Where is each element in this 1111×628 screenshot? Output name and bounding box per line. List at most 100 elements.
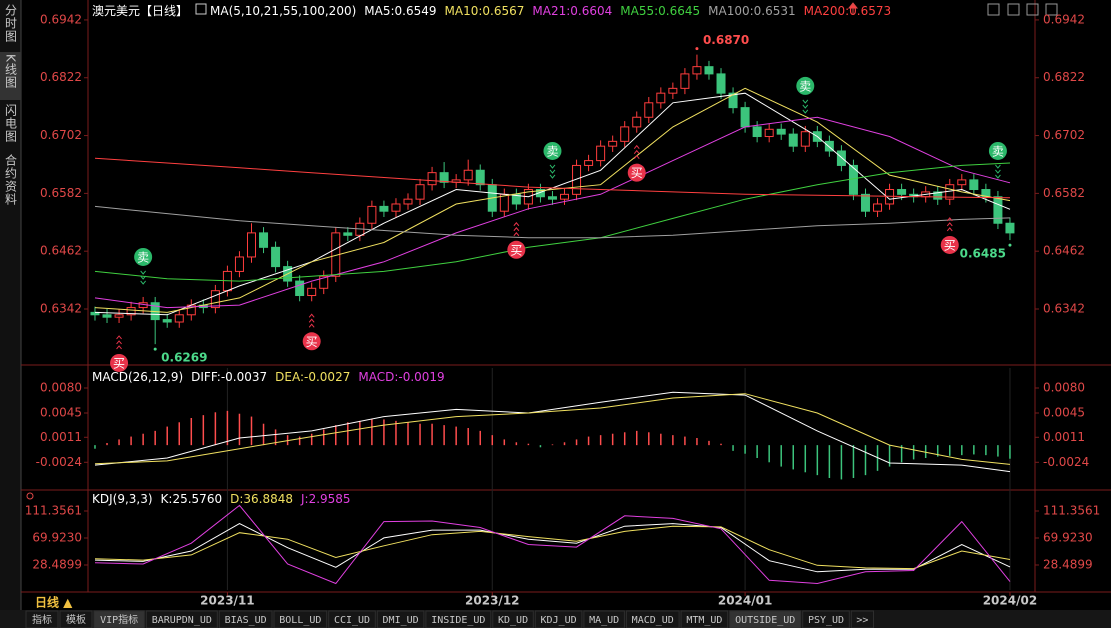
tab-bg (94, 611, 145, 628)
y-tick-label: 69.9230 (32, 530, 82, 544)
candle-body (933, 191, 943, 200)
candle-body (824, 140, 834, 152)
icon[interactable] (1007, 3, 1020, 16)
panel-header: MACD(26,12,9) DIFF:-0.0037 DEA:-0.0027 MACD… (92, 370, 445, 384)
y-tick-label: -0.0024 (1043, 455, 1089, 469)
tab[interactable] (273, 610, 328, 628)
tab[interactable] (625, 610, 680, 628)
tab-label[interactable]: CCI_UD (334, 615, 370, 626)
y-tick-label: 111.3561 (25, 503, 82, 517)
indicator-line (94, 157, 1011, 199)
sidebar-tab[interactable]: 闪电图 (4, 104, 18, 143)
panel-icon (26, 492, 34, 500)
panel-title: MACD(26,12,9) (92, 370, 183, 384)
tab-label[interactable]: KD_UD (498, 615, 528, 626)
indicator-line (94, 504, 1011, 585)
tab-label[interactable]: OUTSIDE_UD (735, 615, 795, 626)
tab[interactable] (218, 610, 273, 628)
period-button[interactable]: 日线 ▲ (35, 595, 73, 610)
signal-arrow (308, 323, 315, 328)
window-icons[interactable] (847, 2, 1058, 16)
candle-body (620, 126, 630, 142)
tab-label[interactable]: PSY_UD (808, 615, 844, 626)
tab[interactable] (93, 610, 145, 628)
icon[interactable] (987, 3, 1000, 16)
tab-label[interactable]: 模板 (66, 613, 86, 626)
signal-arrow (116, 345, 122, 350)
signal-label: 卖 (799, 79, 811, 93)
tab-label[interactable]: >> (856, 615, 868, 626)
candle-body (90, 311, 100, 316)
tab-bar (0, 610, 1111, 628)
tab[interactable] (802, 610, 850, 628)
legend-entry: D:36.8848 (230, 492, 293, 506)
tab[interactable] (850, 610, 874, 628)
candle-body (547, 196, 557, 200)
tab-label[interactable]: INSIDE_UD (431, 615, 485, 626)
x-tick-label: 2023/11 (200, 594, 254, 608)
y-tick-label: -0.0024 (36, 455, 82, 469)
signal-badge (134, 247, 153, 266)
x-tick-label: 2024/02 (983, 594, 1037, 608)
candle-body (836, 150, 846, 166)
tab[interactable] (425, 610, 492, 628)
candle-body (608, 140, 618, 147)
candle-body (993, 196, 1003, 224)
tab-label[interactable]: BIAS_UD (225, 615, 267, 626)
tab[interactable] (328, 610, 376, 628)
candle-body (596, 145, 606, 162)
candle-body (271, 246, 281, 268)
tab-label[interactable]: BOLL_UD (279, 615, 321, 626)
legend-entry: DIFF:-0.0037 (191, 370, 267, 384)
tab-label[interactable]: BARUPDN_UD (152, 615, 212, 626)
signal-arrow (549, 169, 556, 174)
sidebar-tab[interactable]: K线图 (4, 54, 18, 89)
tab-label[interactable]: DMI_UD (383, 615, 419, 626)
candle-body (897, 189, 907, 195)
signal-label: 买 (510, 243, 522, 257)
signal-badge (627, 163, 646, 182)
tab-label[interactable]: MTM_UD (686, 615, 722, 626)
tab-label[interactable]: MA_UD (589, 615, 619, 626)
tab[interactable] (729, 610, 802, 628)
indicator-line (94, 162, 1011, 282)
tab[interactable] (376, 610, 425, 628)
panel-subtitle: MA(5,10,21,55,100,200) (210, 4, 356, 18)
tab[interactable] (534, 610, 583, 628)
y-tick-label: 0.6822 (40, 70, 82, 84)
tab[interactable] (59, 610, 93, 628)
tab-label[interactable]: MACD_UD (632, 615, 674, 626)
icon[interactable] (1045, 3, 1058, 16)
annotation-dot (695, 47, 699, 51)
panel-title: 澳元美元【日线】 (92, 4, 188, 18)
legend-entry: MA21:0.6604 (532, 4, 612, 18)
y-tick-label: 111.3561 (1043, 503, 1100, 517)
tab-label[interactable]: 指标 (32, 613, 52, 626)
y-tick-label: 0.0080 (1043, 381, 1085, 395)
legend-entry: MA200:0.6573 (804, 4, 892, 18)
candle-body (632, 116, 642, 128)
sidebar-tab[interactable]: 合约资料 (4, 153, 18, 206)
candle-body (728, 92, 738, 109)
sidebar (0, 0, 21, 610)
candle-body (584, 160, 594, 166)
ma-icon (195, 3, 207, 15)
signal-badge (543, 141, 562, 160)
signal-badge (940, 235, 959, 254)
tab[interactable] (583, 610, 625, 628)
tab[interactable] (492, 610, 534, 628)
candle-body (860, 193, 870, 212)
candle-body (319, 275, 329, 289)
signal-arrow (995, 164, 1001, 169)
sidebar-tab[interactable]: 分时图 (4, 4, 18, 43)
tab[interactable] (25, 610, 59, 628)
signal-label: 买 (306, 335, 318, 349)
candle-body (560, 193, 570, 200)
icon[interactable] (1026, 3, 1039, 16)
tab[interactable] (680, 610, 729, 628)
tab-label[interactable]: VIP指标 (100, 613, 138, 626)
tab-label[interactable]: KDJ_UD (541, 615, 577, 626)
indicator-line (94, 92, 1011, 316)
candle-body (969, 179, 979, 191)
tab[interactable] (145, 610, 218, 628)
